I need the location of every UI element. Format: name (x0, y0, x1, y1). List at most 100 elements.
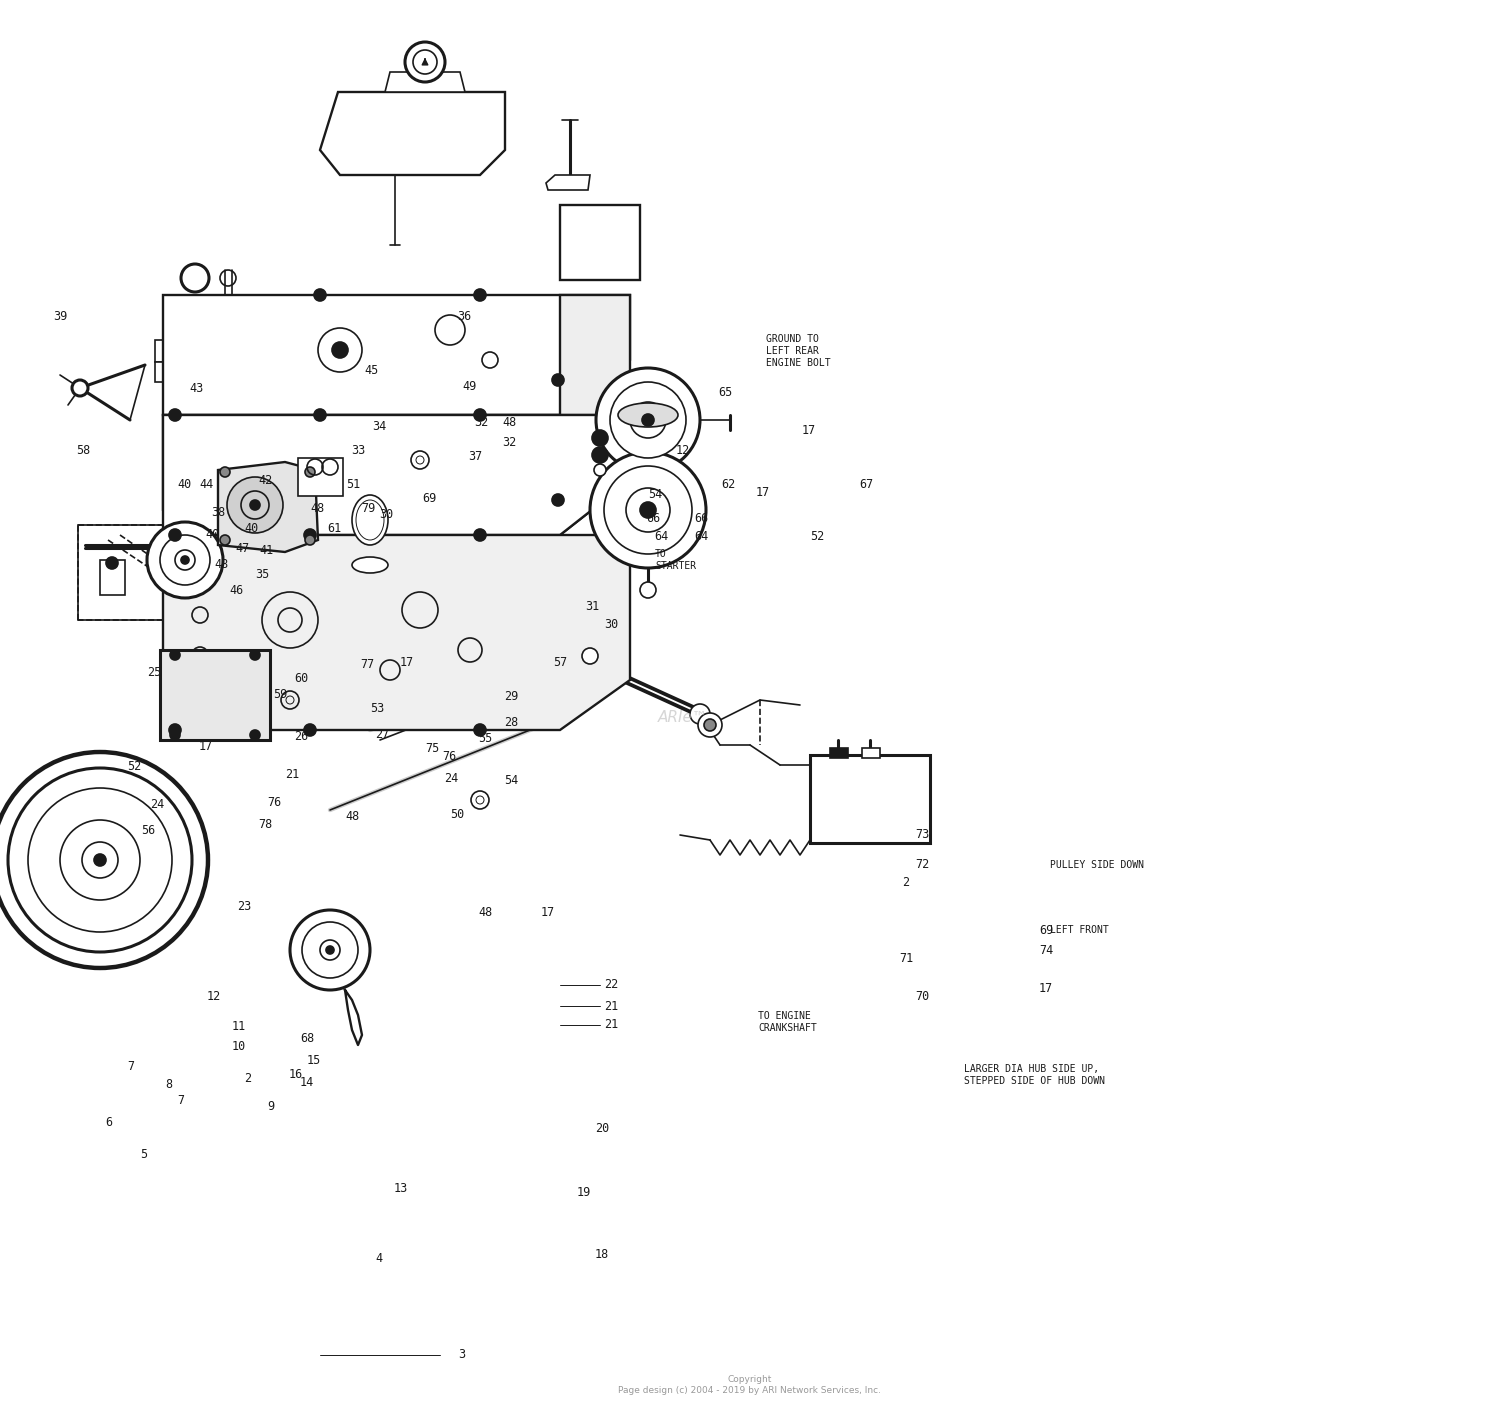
Circle shape (222, 384, 234, 395)
Text: 57: 57 (554, 657, 567, 669)
Circle shape (94, 854, 106, 866)
Bar (560, 205, 640, 280)
Text: 49: 49 (462, 380, 477, 393)
Text: 43: 43 (189, 381, 204, 394)
Circle shape (314, 409, 326, 421)
Text: 48: 48 (310, 501, 324, 514)
Text: 70: 70 (915, 990, 930, 1003)
Circle shape (176, 551, 195, 570)
Text: 69: 69 (422, 491, 436, 504)
Circle shape (182, 556, 189, 563)
Text: 64: 64 (694, 531, 708, 544)
Text: 46: 46 (230, 583, 243, 596)
Text: PULLEY SIDE DOWN: PULLEY SIDE DOWN (1050, 860, 1144, 870)
Text: 52: 52 (128, 760, 141, 772)
Text: 11: 11 (232, 1021, 246, 1034)
Text: 19: 19 (578, 1186, 591, 1200)
Ellipse shape (352, 496, 388, 545)
Circle shape (82, 842, 118, 878)
Text: 62: 62 (722, 479, 735, 491)
Circle shape (474, 409, 486, 421)
Circle shape (304, 724, 316, 736)
Circle shape (304, 535, 315, 545)
Text: 32: 32 (503, 436, 516, 449)
Text: 14: 14 (300, 1076, 315, 1090)
Circle shape (592, 431, 608, 446)
Text: 26: 26 (294, 730, 309, 744)
Text: 18: 18 (596, 1248, 609, 1261)
Text: 10: 10 (232, 1039, 246, 1052)
Text: 53: 53 (370, 702, 384, 714)
Text: 42: 42 (258, 473, 273, 487)
Ellipse shape (352, 556, 388, 573)
Text: 55: 55 (478, 733, 492, 746)
Circle shape (72, 380, 88, 395)
Text: 13: 13 (394, 1182, 408, 1195)
Text: 33: 33 (351, 445, 366, 457)
Text: 40: 40 (206, 528, 219, 541)
Text: 32: 32 (474, 415, 489, 428)
Text: 8: 8 (165, 1077, 172, 1090)
Circle shape (106, 556, 118, 569)
Polygon shape (164, 415, 630, 535)
Text: 15: 15 (308, 1055, 321, 1067)
Text: 12: 12 (676, 445, 690, 457)
Circle shape (302, 922, 358, 979)
Text: 6: 6 (105, 1117, 112, 1130)
Text: 2: 2 (244, 1072, 250, 1084)
Text: 20: 20 (596, 1121, 609, 1134)
Circle shape (405, 42, 445, 82)
Text: 17: 17 (400, 657, 414, 669)
Polygon shape (164, 295, 630, 415)
Text: 22: 22 (604, 979, 618, 991)
Circle shape (582, 648, 598, 664)
Text: 21: 21 (604, 1000, 618, 1012)
Circle shape (320, 940, 340, 960)
Text: 76: 76 (267, 795, 282, 809)
Text: 16: 16 (290, 1069, 303, 1082)
Text: 72: 72 (915, 857, 930, 871)
Text: 17: 17 (756, 486, 771, 498)
Polygon shape (164, 535, 630, 730)
Text: 29: 29 (504, 689, 519, 703)
Text: 38: 38 (211, 505, 225, 518)
Circle shape (170, 724, 182, 736)
Text: 64: 64 (654, 531, 669, 544)
Polygon shape (320, 92, 506, 175)
Bar (862, 748, 880, 758)
Text: 37: 37 (468, 449, 483, 463)
Text: GROUND TO
LEFT REAR
ENGINE BOLT: GROUND TO LEFT REAR ENGINE BOLT (766, 335, 831, 367)
Polygon shape (164, 415, 630, 535)
Text: Copyright
Page design (c) 2004 - 2019 by ARI Network Services, Inc.: Copyright Page design (c) 2004 - 2019 by… (618, 1375, 882, 1395)
Text: 69: 69 (1040, 923, 1053, 936)
Text: LEFT FRONT: LEFT FRONT (1050, 925, 1108, 935)
Text: 25: 25 (147, 665, 162, 679)
Circle shape (698, 713, 721, 737)
Bar (100, 561, 124, 594)
Text: 30: 30 (380, 508, 393, 521)
Bar (830, 748, 848, 758)
Text: 58: 58 (76, 445, 90, 457)
Text: 68: 68 (300, 1032, 315, 1045)
Text: 52: 52 (810, 531, 825, 544)
Text: 3: 3 (458, 1348, 465, 1361)
Text: 17: 17 (1040, 981, 1053, 994)
Polygon shape (217, 462, 318, 552)
Circle shape (172, 394, 184, 407)
Text: 61: 61 (327, 522, 340, 535)
Text: 41: 41 (260, 544, 273, 556)
Text: 7: 7 (128, 1060, 134, 1073)
Circle shape (704, 719, 716, 731)
Circle shape (596, 369, 700, 472)
Circle shape (60, 820, 140, 899)
Text: LARGER DIA HUB SIDE UP,
STEPPED SIDE OF HUB DOWN: LARGER DIA HUB SIDE UP, STEPPED SIDE OF … (964, 1065, 1106, 1086)
Circle shape (552, 494, 564, 505)
Text: 59: 59 (273, 688, 288, 700)
Circle shape (0, 753, 209, 969)
Circle shape (640, 582, 656, 599)
Text: 40: 40 (244, 521, 258, 535)
Circle shape (592, 448, 608, 463)
Circle shape (618, 453, 642, 477)
Text: 54: 54 (648, 487, 663, 500)
Circle shape (147, 522, 224, 599)
